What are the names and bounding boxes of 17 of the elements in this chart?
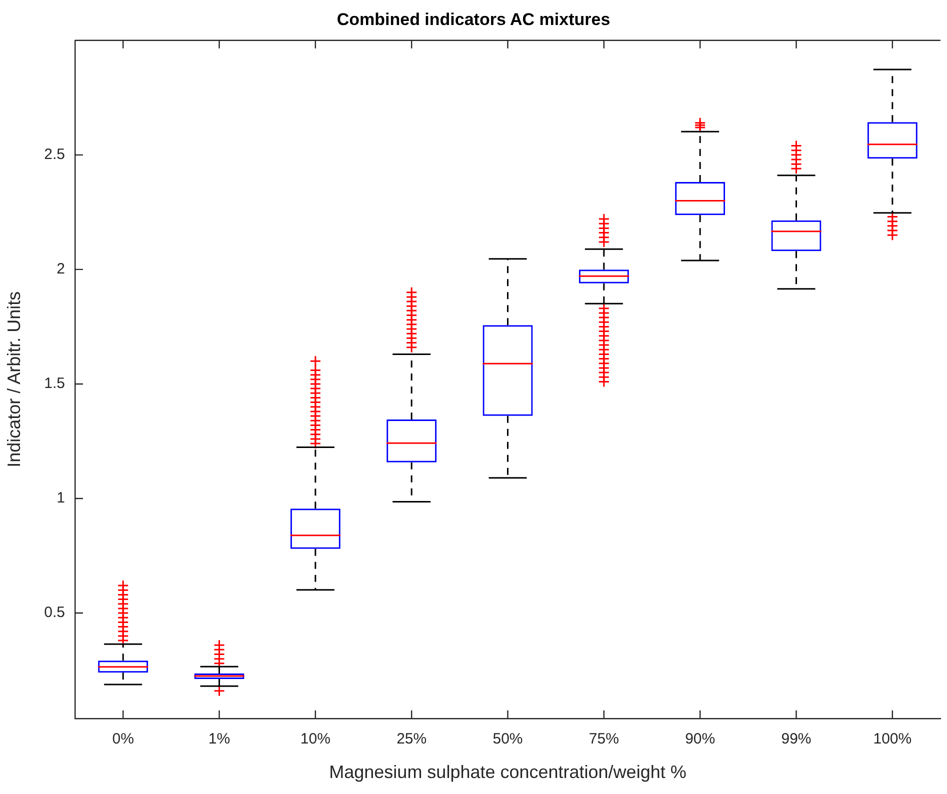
x-tick-label: 100% [873,730,912,748]
x-tick-label: 90% [685,730,716,748]
chart-title: Combined indicators AC mixtures [336,10,610,29]
y-tick-label: 1.5 [44,375,65,392]
x-tick-label: 1% [208,730,230,748]
x-tick-label: 75% [588,730,619,748]
x-tick-label: 50% [492,730,523,748]
y-axis-title: Indicator / Arbitr. Units [4,291,24,468]
x-tick-label: 99% [781,730,812,748]
y-tick-label: 2.5 [44,146,65,164]
y-tick-label: 2 [56,260,65,278]
x-tick-label: 25% [396,730,427,748]
y-tick-label: 1 [56,490,65,507]
x-axis-title: Magnesium sulphate concentration/weight % [329,762,686,782]
y-tick-label: 0.5 [44,604,65,622]
x-tick-label: 0% [112,730,134,748]
x-tick-label: 10% [300,730,330,748]
